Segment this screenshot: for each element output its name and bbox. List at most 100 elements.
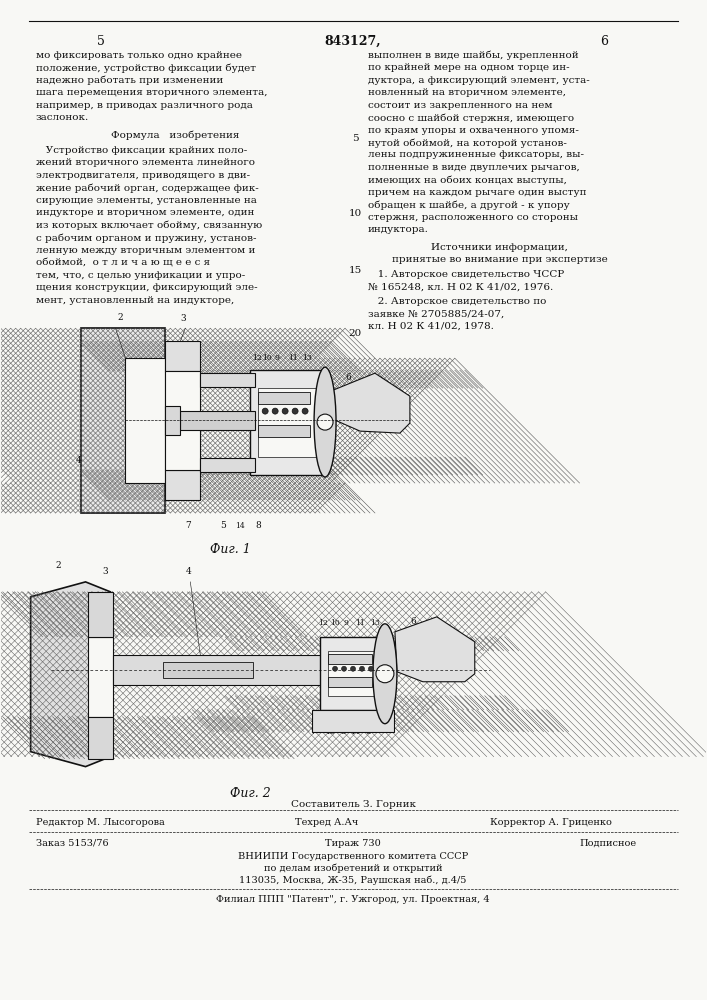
Bar xyxy=(258,425,310,437)
Text: 7: 7 xyxy=(185,521,191,530)
Text: 4: 4 xyxy=(185,567,191,576)
Text: сооcно с шайбой стержня, имеющего: сооcно с шайбой стержня, имеющего xyxy=(368,113,574,123)
Text: заслонок.: заслонок. xyxy=(35,113,89,122)
Text: обращен к шайбе, а другой - к упору: обращен к шайбе, а другой - к упору xyxy=(368,200,570,210)
Bar xyxy=(88,717,113,759)
Text: 2: 2 xyxy=(56,561,62,570)
Text: 1. Авторское свидетельство ЧССР: 1. Авторское свидетельство ЧССР xyxy=(368,270,564,279)
Text: состоит из закрепленного на нем: состоит из закрепленного на нем xyxy=(368,101,552,110)
Text: имеющих на обоих концах выступы,: имеющих на обоих концах выступы, xyxy=(368,175,567,185)
Bar xyxy=(180,411,255,430)
Bar xyxy=(200,373,255,387)
Text: 1: 1 xyxy=(390,401,396,410)
Ellipse shape xyxy=(373,624,397,724)
Bar xyxy=(113,655,323,685)
Text: 15: 15 xyxy=(325,728,335,736)
Text: положение, устройство фиксации будет: положение, устройство фиксации будет xyxy=(35,63,256,73)
Text: 10: 10 xyxy=(330,619,340,627)
Polygon shape xyxy=(30,582,110,767)
Text: мент, установленный на индукторе,: мент, установленный на индукторе, xyxy=(35,296,234,305)
Text: 4: 4 xyxy=(76,456,81,465)
Text: 5: 5 xyxy=(97,35,105,48)
Ellipse shape xyxy=(314,367,336,477)
Text: кл. Н 02 К 41/02, 1978.: кл. Н 02 К 41/02, 1978. xyxy=(368,322,494,331)
Text: 1: 1 xyxy=(452,640,459,649)
Text: электродвигателя, приводящего в дви-: электродвигателя, приводящего в дви- xyxy=(35,171,250,180)
Text: стержня, расположенного со стороны: стержня, расположенного со стороны xyxy=(368,213,578,222)
Text: Формула   изобретения: Формула изобретения xyxy=(111,131,240,140)
Text: 11: 11 xyxy=(355,619,365,627)
Text: шага перемещения вторичного элемента,: шага перемещения вторичного элемента, xyxy=(35,88,267,97)
Text: 5: 5 xyxy=(340,727,346,736)
Text: полненные в виде двуплечих рычагов,: полненные в виде двуплечих рычагов, xyxy=(368,163,580,172)
Text: 9: 9 xyxy=(274,354,279,362)
Text: Фиг. 2: Фиг. 2 xyxy=(230,787,271,800)
Bar xyxy=(320,637,385,710)
Text: 8: 8 xyxy=(255,521,261,530)
Bar xyxy=(88,637,113,717)
Text: заявке № 2705885/24-07,: заявке № 2705885/24-07, xyxy=(368,309,504,318)
Bar xyxy=(88,592,113,637)
Text: Устройство фиксации крайних поло-: Устройство фиксации крайних поло- xyxy=(35,146,247,155)
Text: выполнен в виде шайбы, укрепленной: выполнен в виде шайбы, укрепленной xyxy=(368,51,578,60)
Circle shape xyxy=(317,414,333,430)
Text: Источники информации,: Источники информации, xyxy=(431,243,568,252)
Text: 8: 8 xyxy=(365,727,370,736)
Text: Техред А.Ач: Техред А.Ач xyxy=(295,818,358,827)
Bar xyxy=(328,654,372,664)
Text: № 165248, кл. Н 02 К 41/02, 1976.: № 165248, кл. Н 02 К 41/02, 1976. xyxy=(368,282,553,291)
Bar xyxy=(250,370,325,475)
Text: 2. Авторское свидетельство по: 2. Авторское свидетельство по xyxy=(368,297,547,306)
Bar xyxy=(165,470,200,500)
Circle shape xyxy=(351,666,356,671)
Text: щения конструкции, фиксирующий эле-: щения конструкции, фиксирующий эле- xyxy=(35,283,257,292)
Text: лены подпружиненные фиксаторы, вы-: лены подпружиненные фиксаторы, вы- xyxy=(368,150,584,159)
Bar xyxy=(163,662,253,678)
Text: новленный на вторичном элементе,: новленный на вторичном элементе, xyxy=(368,88,566,97)
Text: по краям упоры и охваченного упомя-: по краям упоры и охваченного упомя- xyxy=(368,126,579,135)
Text: 6: 6 xyxy=(600,35,609,48)
Circle shape xyxy=(282,408,288,414)
Text: Корректор А. Гриценко: Корректор А. Гриценко xyxy=(490,818,612,827)
Text: по делам изобретений и открытий: по делам изобретений и открытий xyxy=(264,863,443,873)
Text: 6: 6 xyxy=(410,617,416,626)
Text: сирующие элементы, установленные на: сирующие элементы, установленные на xyxy=(35,196,257,205)
Text: надежно работать при изменении: надежно работать при изменении xyxy=(35,76,223,85)
Circle shape xyxy=(292,408,298,414)
Text: Тираж 730: Тираж 730 xyxy=(325,839,381,848)
Text: 13: 13 xyxy=(302,354,312,362)
Text: ВНИИПИ Государственного комитета СССР: ВНИИПИ Государственного комитета СССР xyxy=(238,852,468,861)
Text: 2: 2 xyxy=(117,313,123,322)
Text: 14: 14 xyxy=(235,522,245,530)
Bar xyxy=(258,388,317,457)
Bar xyxy=(165,406,180,435)
Text: принятые во внимание при экспертизе: принятые во внимание при экспертизе xyxy=(392,255,607,264)
Text: 10: 10 xyxy=(262,354,272,362)
Text: Редактор М. Лысогорова: Редактор М. Лысогорова xyxy=(35,818,164,827)
Bar xyxy=(312,710,394,732)
Text: 3: 3 xyxy=(180,314,186,323)
Text: Составитель З. Горник: Составитель З. Горник xyxy=(291,800,416,809)
Text: нутой обоймой, на которой установ-: нутой обоймой, на которой установ- xyxy=(368,138,567,148)
Text: 9: 9 xyxy=(343,619,348,627)
Text: 13: 13 xyxy=(370,619,380,627)
Bar xyxy=(125,358,165,483)
Text: 10: 10 xyxy=(349,209,361,218)
Text: 14: 14 xyxy=(350,728,360,736)
Text: по крайней мере на одном торце ин-: по крайней мере на одном торце ин- xyxy=(368,63,570,72)
Text: 5: 5 xyxy=(221,521,226,530)
Text: индуктора.: индуктора. xyxy=(368,225,429,234)
Text: ленную между вторичным элементом и: ленную между вторичным элементом и xyxy=(35,246,255,255)
Text: Филиал ППП "Патент", г. Ужгород, ул. Проектная, 4: Филиал ППП "Патент", г. Ужгород, ул. Про… xyxy=(216,895,490,904)
Circle shape xyxy=(272,408,278,414)
Polygon shape xyxy=(333,373,410,433)
Text: 3: 3 xyxy=(103,567,108,576)
Bar xyxy=(328,651,377,696)
Text: тем, что, с целью унификации и упро-: тем, что, с целью унификации и упро- xyxy=(35,271,245,280)
Text: из которых включает обойму, связанную: из которых включает обойму, связанную xyxy=(35,221,262,230)
Text: мо фиксировать только одно крайнее: мо фиксировать только одно крайнее xyxy=(35,51,242,60)
Circle shape xyxy=(302,408,308,414)
Text: жение рабочий орган, содержащее фик-: жение рабочий орган, содержащее фик- xyxy=(35,183,258,193)
Circle shape xyxy=(376,665,394,683)
Bar xyxy=(165,341,200,371)
